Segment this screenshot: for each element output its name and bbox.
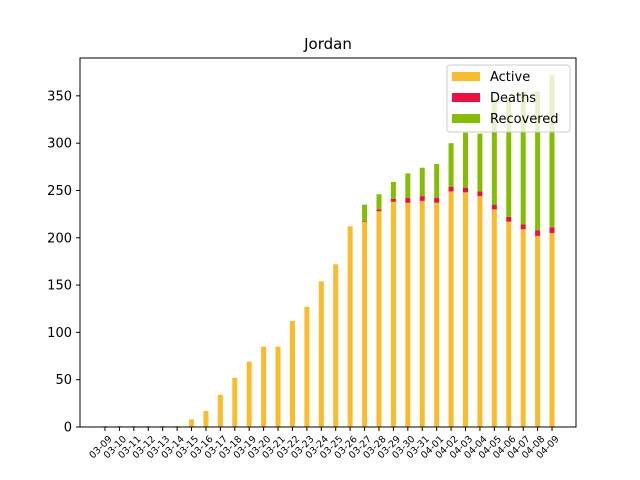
bar-recovered-03-30 <box>405 173 411 199</box>
legend-label-active: Active <box>490 70 530 85</box>
y-tick-label: 300 <box>47 137 72 152</box>
bar-deaths-03-27 <box>362 220 368 222</box>
bar-recovered-04-02 <box>448 143 454 187</box>
bar-recovered-04-07 <box>520 92 526 225</box>
bar-deaths-03-28 <box>376 209 382 212</box>
chart-title: Jordan <box>303 35 352 53</box>
bar-deaths-04-06 <box>506 216 512 222</box>
bar-deaths-03-30 <box>405 198 411 203</box>
plot-frame <box>79 57 577 428</box>
bar-recovered-03-28 <box>376 194 382 210</box>
legend-label-deaths: Deaths <box>490 91 536 106</box>
bar-deaths-04-01 <box>434 198 440 203</box>
bar-recovered-04-03 <box>463 132 468 188</box>
bar-deaths-04-02 <box>448 186 454 192</box>
bar-active-03-16 <box>203 410 209 427</box>
y-tick-label: 100 <box>47 326 72 341</box>
bar-active-03-24 <box>318 281 324 427</box>
x-axis: 03-0903-1003-1103-1203-1303-1403-1503-16… <box>87 427 562 461</box>
y-tick-label: 250 <box>47 184 72 199</box>
bar-active-03-19 <box>246 361 252 427</box>
legend-swatch-active <box>452 72 480 81</box>
bar-active-04-09 <box>549 233 555 427</box>
bar-recovered-04-04 <box>477 133 483 192</box>
y-tick-label: 50 <box>55 373 72 388</box>
bar-recovered-04-05 <box>491 98 497 205</box>
bar-active-04-05 <box>491 209 497 427</box>
bar-active-03-22 <box>289 321 295 427</box>
y-tick-label: 150 <box>47 279 72 294</box>
y-tick-label: 200 <box>47 231 72 246</box>
bar-recovered-03-29 <box>390 181 396 199</box>
bar-active-03-20 <box>261 346 267 427</box>
bar-deaths-04-04 <box>477 191 483 197</box>
bar-deaths-04-05 <box>491 204 497 210</box>
y-tick-label: 0 <box>64 421 72 436</box>
bar-active-04-07 <box>520 229 526 427</box>
bar-active-04-01 <box>434 202 440 427</box>
bars-group <box>102 75 555 427</box>
bar-recovered-03-27 <box>362 204 368 221</box>
bar-active-04-08 <box>535 235 541 427</box>
bar-recovered-04-06 <box>506 97 512 217</box>
bar-active-03-30 <box>405 202 411 427</box>
legend-swatch-deaths <box>452 93 480 102</box>
bar-active-03-21 <box>275 346 281 427</box>
bar-active-03-26 <box>347 226 353 427</box>
bar-recovered-04-08 <box>535 91 541 231</box>
bar-deaths-04-08 <box>535 230 541 236</box>
bar-active-03-27 <box>362 221 368 427</box>
bar-active-03-25 <box>333 264 339 427</box>
bar-active-03-17 <box>217 394 223 427</box>
legend-label-recovered: Recovered <box>490 112 559 127</box>
bar-active-04-02 <box>448 191 454 427</box>
bar-active-04-03 <box>463 192 468 427</box>
bar-active-03-29 <box>390 201 396 427</box>
bar-recovered-04-09 <box>549 75 555 228</box>
bar-active-04-06 <box>506 221 512 427</box>
bar-deaths-04-09 <box>549 227 555 234</box>
bar-active-03-18 <box>232 377 238 427</box>
legend-swatch-recovered <box>452 114 480 123</box>
bar-active-03-28 <box>376 211 382 427</box>
bar-recovered-04-01 <box>434 163 440 199</box>
bar-active-03-15 <box>189 419 195 427</box>
bar-deaths-04-07 <box>520 224 526 230</box>
bar-deaths-03-29 <box>390 198 396 202</box>
bar-deaths-03-31 <box>419 196 425 201</box>
bar-deaths-04-03 <box>463 187 468 193</box>
y-tick-label: 350 <box>47 89 72 104</box>
bar-active-03-23 <box>304 306 310 427</box>
y-axis: 0 50 100 150 200 250 300 350 <box>47 89 80 436</box>
bar-recovered-03-31 <box>419 167 425 197</box>
bar-active-04-04 <box>477 196 483 427</box>
bar-active-03-31 <box>419 200 425 427</box>
legend: Active Deaths Recovered <box>446 64 571 133</box>
